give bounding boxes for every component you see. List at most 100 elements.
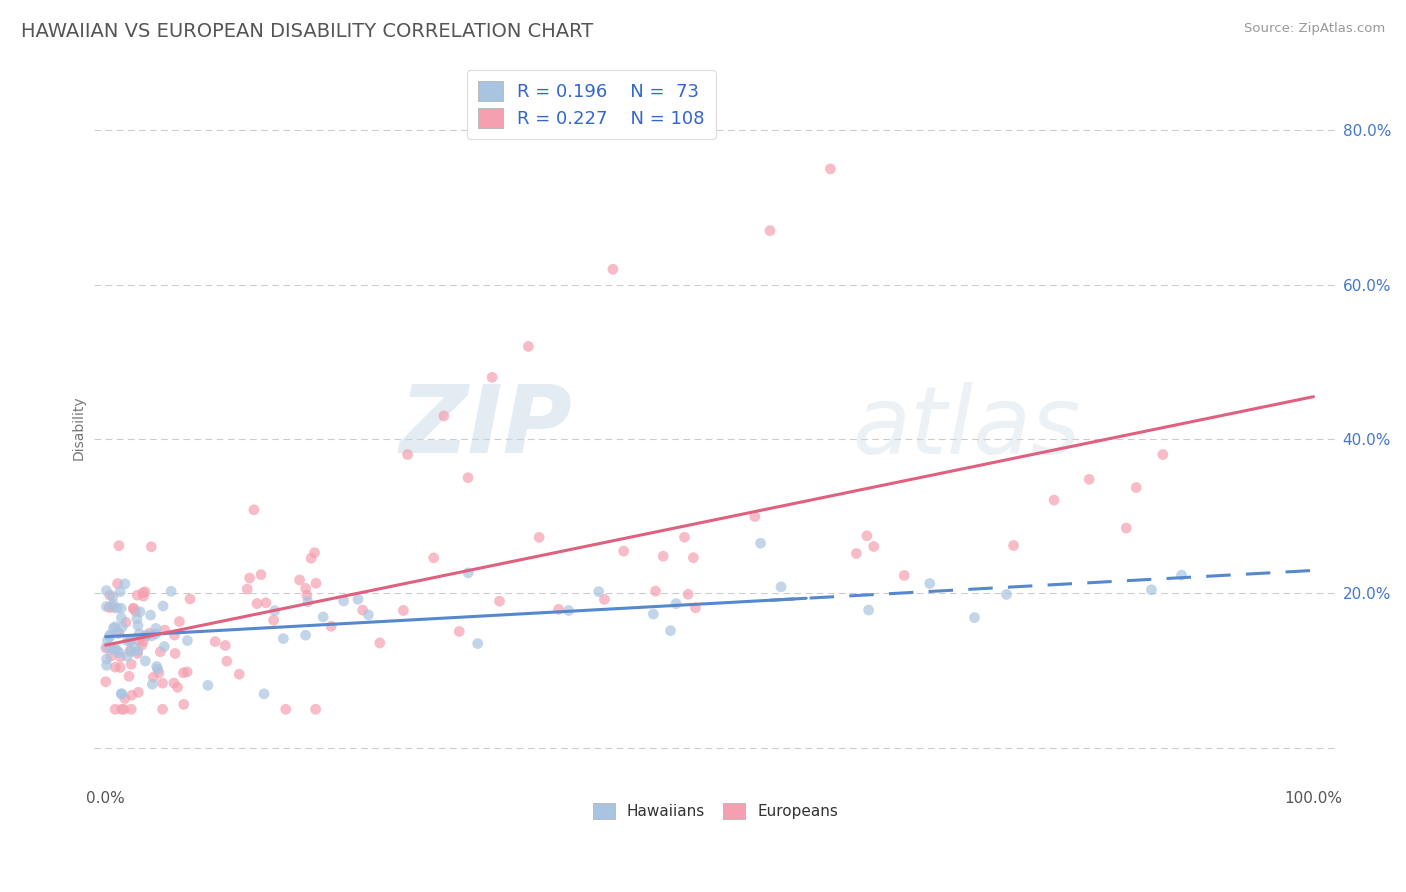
- Point: [152, 599, 174, 613]
- Point: [744, 509, 766, 524]
- Point: [488, 594, 510, 608]
- Point: [995, 587, 1018, 601]
- Point: [136, 628, 159, 642]
- Point: [124, 604, 146, 618]
- Point: [332, 594, 354, 608]
- Point: [146, 662, 169, 676]
- Point: [273, 632, 295, 646]
- Point: [297, 595, 319, 609]
- Point: [517, 339, 540, 353]
- Point: [122, 601, 145, 615]
- Point: [173, 698, 195, 712]
- Point: [613, 544, 636, 558]
- Point: [134, 584, 156, 599]
- Point: [141, 629, 163, 643]
- Point: [110, 601, 132, 615]
- Point: [673, 530, 696, 544]
- Point: [141, 540, 163, 554]
- Point: [820, 161, 842, 176]
- Point: [98, 630, 121, 644]
- Point: [547, 602, 569, 616]
- Point: [197, 678, 219, 692]
- Point: [246, 597, 269, 611]
- Point: [299, 551, 322, 566]
- Point: [893, 568, 915, 582]
- Point: [236, 582, 259, 596]
- Point: [107, 576, 129, 591]
- Point: [98, 588, 121, 602]
- Point: [204, 634, 226, 648]
- Point: [142, 670, 165, 684]
- Point: [481, 370, 503, 384]
- Point: [263, 613, 285, 627]
- Point: [215, 654, 238, 668]
- Point: [652, 549, 675, 564]
- Y-axis label: Disability: Disability: [72, 395, 86, 459]
- Point: [263, 604, 285, 618]
- Point: [163, 628, 186, 642]
- Point: [759, 224, 782, 238]
- Point: [132, 589, 155, 603]
- Point: [769, 580, 792, 594]
- Point: [127, 618, 149, 632]
- Point: [169, 615, 191, 629]
- Point: [101, 600, 124, 615]
- Point: [1043, 493, 1066, 508]
- Point: [127, 588, 149, 602]
- Point: [665, 597, 688, 611]
- Point: [94, 674, 117, 689]
- Point: [467, 636, 489, 650]
- Point: [96, 640, 118, 655]
- Point: [153, 623, 176, 637]
- Text: atlas: atlas: [852, 382, 1081, 473]
- Point: [449, 624, 471, 639]
- Point: [110, 611, 132, 625]
- Point: [166, 681, 188, 695]
- Point: [108, 626, 131, 640]
- Point: [96, 583, 118, 598]
- Point: [176, 633, 198, 648]
- Point: [132, 586, 155, 600]
- Point: [108, 660, 131, 674]
- Point: [98, 600, 121, 615]
- Text: Source: ZipAtlas.com: Source: ZipAtlas.com: [1244, 22, 1385, 36]
- Point: [858, 603, 880, 617]
- Point: [685, 600, 707, 615]
- Point: [392, 603, 415, 617]
- Point: [96, 633, 118, 648]
- Point: [1078, 472, 1101, 486]
- Point: [602, 262, 624, 277]
- Point: [676, 587, 699, 601]
- Point: [141, 677, 163, 691]
- Point: [593, 592, 616, 607]
- Point: [588, 584, 610, 599]
- Point: [134, 654, 156, 668]
- Point: [114, 691, 136, 706]
- Point: [132, 634, 155, 648]
- Point: [457, 566, 479, 580]
- Point: [114, 577, 136, 591]
- Point: [347, 592, 370, 607]
- Point: [104, 702, 127, 716]
- Point: [214, 639, 236, 653]
- Point: [105, 643, 128, 657]
- Point: [357, 607, 380, 622]
- Point: [122, 601, 145, 615]
- Point: [288, 573, 311, 587]
- Point: [312, 610, 335, 624]
- Point: [165, 647, 187, 661]
- Point: [110, 650, 132, 665]
- Point: [120, 657, 142, 672]
- Point: [856, 529, 879, 543]
- Point: [274, 702, 297, 716]
- Point: [527, 530, 550, 544]
- Point: [108, 539, 131, 553]
- Point: [101, 590, 124, 604]
- Point: [918, 576, 941, 591]
- Point: [305, 576, 328, 591]
- Point: [96, 599, 118, 614]
- Point: [103, 643, 125, 657]
- Point: [321, 619, 343, 633]
- Point: [110, 687, 132, 701]
- Point: [134, 629, 156, 643]
